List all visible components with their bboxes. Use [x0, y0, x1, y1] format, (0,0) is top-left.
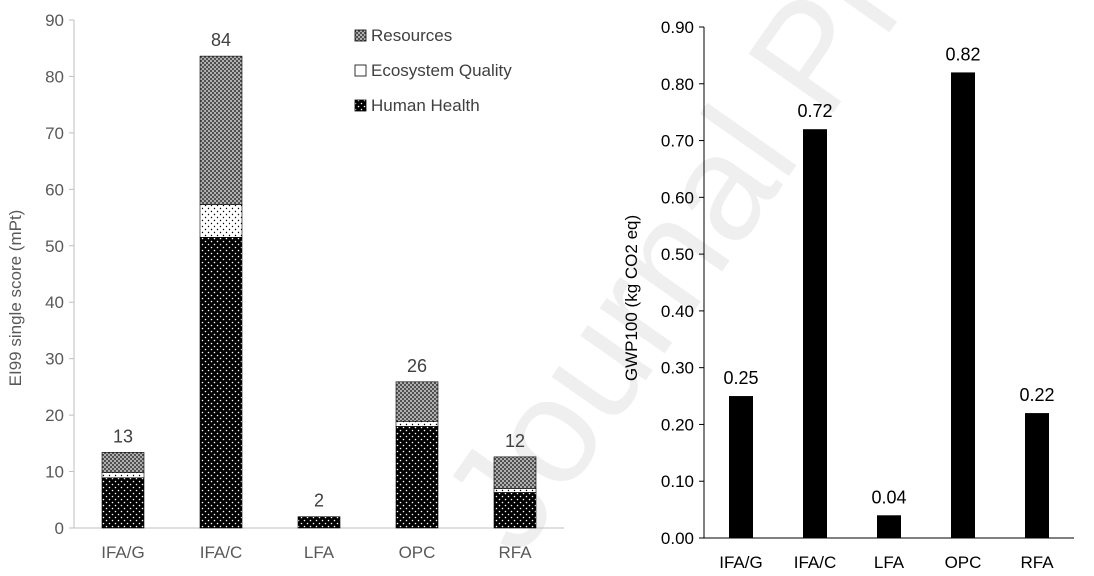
ei99-bar-rfa-ecosystem-quality: [493, 488, 537, 493]
gwp100-bar-ifa-g: [729, 396, 753, 538]
ei99-total-label: 26: [407, 356, 427, 376]
ei99-y-tick-label: 20: [45, 406, 64, 425]
legend-label-human-health: Human Health: [371, 96, 480, 115]
gwp100-bar-opc: [951, 72, 975, 538]
ei99-x-tick-label: IFA/G: [101, 543, 144, 562]
ei99-bar-opc-ecosystem-quality: [395, 421, 439, 427]
gwp100-data-label: 0.72: [797, 101, 832, 121]
ei99-total-label: 84: [211, 30, 231, 50]
ei99-y-tick-label: 70: [45, 124, 64, 143]
ei99-x-tick-label: LFA: [304, 543, 335, 562]
gwp100-x-tick-label: IFA/G: [719, 553, 762, 572]
gwp100-y-tick-label: 0.60: [661, 188, 694, 207]
ei99-bar-opc-human-health: [395, 426, 439, 529]
gwp100-bar-ifa-c: [803, 129, 827, 538]
ei99-y-axis-ticks: 0 10 20 30 40 50 60 70 80 90: [45, 11, 74, 538]
ei99-total-label: 13: [113, 426, 133, 446]
gwp100-bar-lfa: [877, 515, 901, 538]
legend-swatch-ecosystem-quality: [354, 64, 367, 77]
ei99-legend: Resources Ecosystem Quality Human Health: [354, 26, 512, 115]
gwp100-bars: [729, 72, 1049, 538]
ei99-y-tick-label: 60: [45, 180, 64, 199]
ei99-bar-opc-resources: [395, 381, 439, 422]
ei99-bar-ifa-c-ecosystem-quality: [199, 204, 243, 238]
ei99-bar-rfa-resources: [493, 456, 537, 489]
gwp100-y-tick-label: 0.10: [661, 472, 694, 491]
gwp100-data-label: 0.25: [723, 368, 758, 388]
gwp100-y-axis-title: GWP100 (kg CO2 eq): [622, 215, 641, 381]
ei99-y-tick-label: 90: [45, 11, 64, 30]
gwp100-y-tick-label: 0.00: [661, 529, 694, 548]
legend-label-resources: Resources: [371, 26, 452, 45]
gwp100-y-tick-label: 0.30: [661, 359, 694, 378]
ei99-x-tick-label: OPC: [399, 543, 436, 562]
gwp100-data-labels: 0.25 0.72 0.04 0.82 0.22: [723, 44, 1054, 507]
gwp100-x-axis-ticks: IFA/G IFA/C LFA OPC RFA: [719, 553, 1054, 572]
ei99-y-tick-label: 50: [45, 237, 64, 256]
gwp100-x-tick-label: OPC: [945, 553, 982, 572]
ei99-bars: [101, 55, 537, 529]
ei99-bar-ifa-g-human-health: [101, 477, 145, 529]
gwp100-bar-rfa: [1025, 413, 1049, 538]
ei99-bar-ifa-g-resources: [101, 452, 145, 473]
gwp100-chart: 0.00 0.10 0.20 0.30 0.40 0.50 0.60 0.70 0.80 0.90…: [622, 18, 1074, 572]
ei99-x-tick-label: RFA: [498, 543, 532, 562]
ei99-y-tick-label: 0: [55, 519, 64, 538]
gwp100-x-tick-label: RFA: [1020, 553, 1054, 572]
gwp100-x-tick-label: IFA/C: [794, 553, 837, 572]
ei99-x-axis-ticks: IFA/G IFA/C LFA OPC RFA: [101, 543, 532, 562]
ei99-chart: 0 10 20 30 40 50 60 70 80 90 13 84 2 26 12 IFA/G IFA/C…: [6, 11, 564, 562]
gwp100-y-tick-label: 0.80: [661, 75, 694, 94]
gwp100-y-tick-label: 0.20: [661, 415, 694, 434]
gwp100-data-label: 0.22: [1019, 385, 1054, 405]
ei99-bar-ifa-c-human-health: [199, 237, 243, 529]
ei99-x-tick-label: IFA/C: [200, 543, 243, 562]
legend-swatch-human-health: [354, 99, 367, 112]
gwp100-y-tick-label: 0.90: [661, 18, 694, 37]
legend-swatch-resources: [354, 29, 367, 42]
gwp100-y-axis-ticks: 0.00 0.10 0.20 0.30 0.40 0.50 0.60 0.70 0.80 0.90: [661, 18, 704, 548]
ei99-y-tick-label: 30: [45, 350, 64, 369]
gwp100-data-label: 0.04: [871, 487, 906, 507]
gwp100-x-tick-label: LFA: [874, 553, 905, 572]
legend-label-ecosystem-quality: Ecosystem Quality: [371, 61, 512, 80]
ei99-y-axis-title: EI99 single score (mPt): [6, 210, 25, 387]
ei99-y-tick-label: 40: [45, 293, 64, 312]
ei99-bar-ifa-g-ecosystem-quality: [101, 472, 145, 479]
ei99-bar-ifa-c-resources: [199, 55, 243, 205]
ei99-bar-lfa-human-health: [297, 516, 341, 529]
gwp100-data-label: 0.82: [945, 44, 980, 64]
gwp100-y-tick-label: 0.50: [661, 245, 694, 264]
gwp100-y-tick-label: 0.40: [661, 302, 694, 321]
ei99-total-labels: 13 84 2 26 12: [113, 30, 525, 511]
ei99-y-tick-label: 80: [45, 67, 64, 86]
ei99-bar-rfa-human-health: [493, 492, 537, 529]
ei99-y-tick-label: 10: [45, 463, 64, 482]
ei99-total-label: 2: [314, 491, 324, 511]
ei99-total-label: 12: [505, 431, 525, 451]
gwp100-y-tick-label: 0.70: [661, 132, 694, 151]
